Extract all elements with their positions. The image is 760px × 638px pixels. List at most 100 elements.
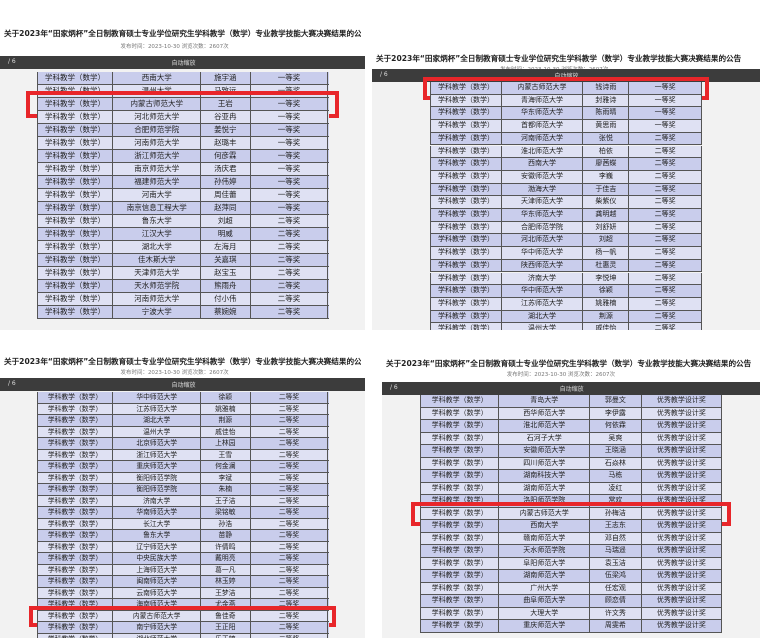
page-indicator: / 6 [380, 71, 388, 78]
table-cell: 优秀教学设计奖 [640, 470, 723, 482]
table-row: 学科教学（数学） 安徽师范大学 王晓涵 优秀教学设计奖 [419, 445, 723, 458]
table-row: 学科教学（数学） 湖南科技大学 马栋 优秀教学设计奖 [419, 470, 723, 483]
table-row: 学科教学（数学） 江汉大学 明威 二等奖 [36, 228, 329, 241]
table-cell: 学科教学（数学） [419, 620, 499, 632]
table-cell: 优秀教学设计奖 [640, 607, 723, 619]
table-cell: 王梦洁 [200, 587, 250, 598]
table-row: 学科教学（数学） 闽南师范大学 林玉婷 二等奖 [36, 576, 329, 588]
table-row: 学科教学（数学） 宁波大学 蔡婉婉 二等奖 [36, 306, 329, 319]
table-cell: 袁玉洁 [589, 557, 640, 569]
table-cell: 首都师范大学 [500, 120, 582, 132]
table-cell: 周佳蕾 [200, 189, 250, 201]
table-cell: 河南大学 [112, 189, 200, 201]
table-row: 学科教学（数学） 海南师范大学 尤金燕 二等奖 [36, 599, 329, 611]
table-cell: 学科教学（数学） [430, 247, 501, 259]
table-cell: 大理大学 [498, 607, 589, 619]
table-cell: 二等奖 [628, 132, 702, 145]
table-row: 学科教学（数学） 天津师范大学 柴紫仪 二等奖 [430, 196, 702, 209]
table-cell: 一等奖 [249, 124, 329, 136]
pdf-toolbar: / 6 自动缩放 [0, 378, 365, 391]
table-cell: 华中师范大学 [112, 392, 200, 403]
article-meta: 发布时间：2023-10-30 浏览次数：2607次 [120, 370, 229, 376]
table-cell: 赵宝玉 [200, 267, 250, 279]
table-cell: 内蒙古师范大学 [112, 98, 200, 110]
table-cell: 一等奖 [628, 82, 702, 94]
table-cell: 吴爽 [589, 432, 640, 444]
table-cell: 江汉大学 [112, 228, 200, 240]
table-cell: 一等奖 [628, 120, 702, 132]
table-cell: 优秀教学设计奖 [640, 457, 723, 469]
table-cell: 南京师范大学 [112, 163, 200, 175]
table-cell: 许文秀 [589, 607, 640, 619]
table-cell: 二等奖 [249, 622, 329, 633]
table-cell: 曲阜师范大学 [498, 595, 589, 607]
table-cell: 淮北师范大学 [498, 420, 589, 432]
table-cell: 安徽师范大学 [500, 170, 582, 183]
table-cell: 青岛大学 [498, 395, 589, 407]
table-cell: 一等奖 [249, 163, 329, 175]
table-cell: 二等奖 [628, 196, 702, 208]
table-row: 学科教学（数学） 华东师范大学 龚明越 二等奖 [430, 209, 702, 222]
table-row: 学科教学（数学） 曲阜师范大学 顾恋倩 优秀教学设计奖 [419, 595, 723, 608]
table-row: 学科教学（数学） 河南大学 周佳蕾 一等奖 [36, 189, 329, 202]
table-cell: 学科教学（数学） [36, 280, 113, 292]
table-cell: 上林园 [200, 438, 250, 449]
table-row: 学科教学（数学） 天水师范学院 马瑞遥 优秀教学设计奖 [419, 545, 723, 558]
table-cell: 渤海大学 [500, 183, 582, 196]
table-cell: 闽南师范大学 [112, 576, 200, 587]
table-cell: 刘舒妍 [582, 221, 628, 234]
table-row: 学科教学（数学）湖北师范大学乐玉婷二等奖 [36, 633, 329, 638]
table-cell: 一等奖 [249, 98, 329, 110]
table-cell: 北京师范大学 [112, 438, 200, 449]
table-row: 学科教学（数学） 赣南师范大学 邓自然 优秀教学设计奖 [419, 532, 723, 545]
table-row: 学科教学（数学） 湖北大学 荆源 二等奖 [36, 415, 329, 427]
table-cell: 二等奖 [249, 267, 329, 279]
table-cell: 孙浩 [200, 518, 250, 529]
table-row: 学科教学（数学） 上海师范大学 葛一凡 二等奖 [36, 564, 329, 576]
table-cell: 王岩 [200, 98, 250, 110]
table-cell: 重庆师范大学 [112, 461, 200, 472]
table-cell: 洛阳师范学院 [498, 495, 589, 507]
table-cell: 优秀教学设计奖 [640, 395, 723, 407]
table-cell: 一等奖 [628, 94, 702, 107]
table-cell: 南宁师范大学 [112, 622, 200, 633]
table-cell: 学科教学（数学） [430, 310, 501, 323]
table-cell: 学科教学（数学） [430, 145, 501, 158]
table-cell: 二等奖 [249, 415, 329, 426]
table-cell: 戚佳怡 [200, 426, 250, 437]
table-cell: 学科教学（数学） [419, 582, 499, 594]
table-cell: 学科教学（数学） [36, 176, 113, 188]
table-cell: 温州大学 [500, 323, 582, 330]
table-row: 学科教学（数学） 鲁东大学 刘超 二等奖 [36, 215, 329, 228]
table-cell: 二等奖 [249, 495, 329, 506]
table-cell: 学科教学（数学） [36, 111, 113, 123]
table-cell: 一等奖 [249, 202, 329, 214]
table-cell: 施宇涵 [200, 72, 250, 84]
table-cell: 姚雅楠 [200, 403, 250, 414]
table-cell: 二等奖 [249, 587, 329, 598]
table-cell: 学科教学（数学） [36, 633, 113, 638]
table-row: 学科教学（数学） 浙江师范大学 何彦霖 一等奖 [36, 150, 329, 163]
table-row: 学科教学（数学） 淮北师范大学 柏依 二等奖 [430, 145, 702, 159]
table-cell: 湖北大学 [500, 310, 582, 323]
table-cell: 二等奖 [628, 183, 702, 196]
table-cell: 学科教学（数学） [36, 449, 113, 460]
table-cell: 安徽师范大学 [498, 445, 589, 457]
table-cell: 二等奖 [249, 403, 329, 414]
table-cell: 学科教学（数学） [430, 323, 501, 330]
table-cell: 华南师范大学 [112, 507, 200, 518]
page-header [0, 0, 365, 56]
table-cell: 学科教学（数学） [430, 158, 501, 170]
table-cell: 学科教学（数学） [36, 150, 113, 162]
table-cell: 优秀教学设计奖 [640, 620, 723, 632]
table-cell: 张悦 [582, 132, 628, 145]
table-cell: 辽宁师范大学 [112, 541, 200, 552]
table-cell: 汤庆君 [200, 163, 250, 175]
table-row: 学科教学（数学） 济南大学 王子洁 二等奖 [36, 495, 329, 507]
table-cell: 王正阳 [200, 622, 250, 633]
table-cell: 江苏师范大学 [500, 297, 582, 310]
table-cell: 二等奖 [249, 633, 329, 638]
table-row: 学科教学（数学） 西南大学 王志东 优秀教学设计奖 [419, 520, 723, 533]
table-cell: 左海月 [200, 241, 250, 253]
table-cell: 二等奖 [628, 145, 702, 158]
